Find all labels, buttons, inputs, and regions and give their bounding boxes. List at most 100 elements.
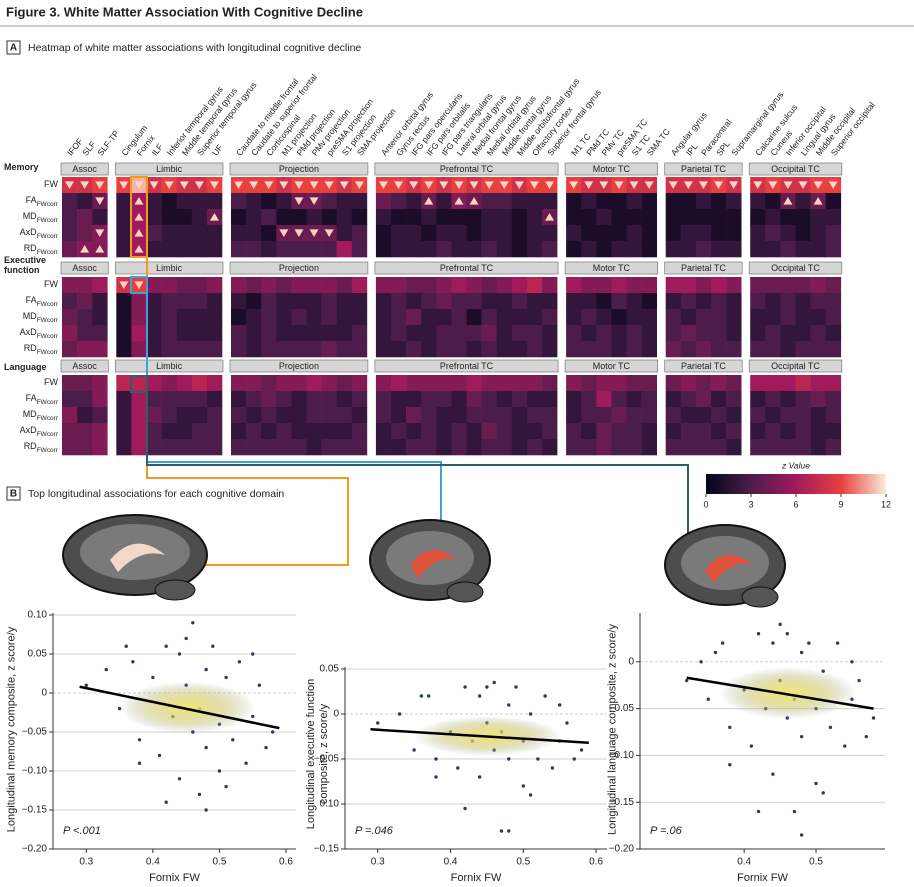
- heat-cell: [231, 193, 247, 210]
- y-tick-label: −0.10: [22, 766, 48, 777]
- heat-cell: [391, 325, 407, 342]
- significance-marker: [134, 212, 144, 221]
- group-header: [60, 162, 109, 176]
- heat-cell: [680, 439, 697, 456]
- heat-cell: [581, 209, 597, 226]
- heat-cell: [596, 325, 612, 342]
- point: [104, 667, 108, 672]
- heat-cell: [466, 423, 482, 440]
- heat-cell: [780, 293, 796, 310]
- heat-cell: [466, 309, 482, 326]
- significance-marker: [119, 181, 129, 190]
- group-label: Limbic: [156, 361, 183, 371]
- heat-cell: [810, 341, 826, 358]
- heat-cell: [146, 193, 162, 210]
- heat-cell: [466, 325, 482, 342]
- heat-cell: [641, 293, 657, 310]
- heat-cell: [665, 293, 682, 310]
- heat-cell: [466, 241, 482, 258]
- point: [477, 694, 482, 698]
- heat-cell: [711, 439, 727, 456]
- heat-cell: [780, 375, 796, 392]
- heat-cell: [276, 309, 292, 326]
- heat-cell: [810, 407, 826, 424]
- heat-cell: [496, 439, 513, 456]
- heat-cell: [711, 293, 727, 310]
- heat-cell: [351, 293, 368, 310]
- significance-marker: [514, 181, 524, 190]
- heat-cell: [92, 439, 108, 456]
- heat-cell: [206, 225, 223, 242]
- heat-cell: [665, 309, 682, 326]
- point: [871, 716, 876, 720]
- heat-cell: [62, 407, 78, 424]
- point: [477, 775, 482, 779]
- colorbar-tick-label: 12: [881, 499, 891, 509]
- heat-cell: [161, 391, 177, 408]
- row-label: AxDFWcorr: [20, 227, 59, 239]
- row-label-main: FW: [44, 377, 58, 387]
- heat-cell: [641, 375, 657, 392]
- heat-cell: [321, 341, 337, 358]
- heat-cell: [131, 391, 147, 408]
- heat-cell: [526, 225, 543, 242]
- heat-cell: [481, 439, 497, 456]
- heat-cell: [695, 241, 712, 258]
- heat-cell: [391, 193, 407, 210]
- y-tick-label: −0.15: [609, 797, 635, 808]
- heat-cell: [542, 293, 558, 310]
- heat-cell: [436, 325, 452, 342]
- heat-cell: [406, 407, 422, 424]
- heat-cell: [92, 325, 108, 342]
- heat-cell: [481, 193, 497, 210]
- heat-cell: [246, 241, 262, 258]
- point: [251, 652, 255, 656]
- point: [177, 777, 182, 781]
- density-glow: [119, 681, 256, 734]
- significance-marker: [309, 197, 319, 206]
- heat-cell: [810, 309, 826, 326]
- group-header: [114, 261, 224, 275]
- heat-cell: [765, 391, 781, 408]
- heat-cell: [191, 325, 208, 342]
- heat-cell: [246, 193, 262, 210]
- heat-cell: [542, 375, 558, 392]
- heat-cell: [596, 375, 612, 392]
- heat-cell: [92, 407, 108, 424]
- heat-cell: [795, 439, 811, 456]
- point: [521, 784, 526, 788]
- heat-cell: [496, 277, 513, 294]
- domain-label: Language: [4, 362, 47, 372]
- heat-cell: [231, 423, 247, 440]
- heat-cell: [206, 309, 223, 326]
- group-label: Parietal TC: [681, 263, 726, 273]
- domain-label: Executive function: [4, 255, 47, 275]
- heat-cell: [191, 439, 208, 456]
- heat-cell: [795, 209, 811, 226]
- row-label-main: AxD: [20, 227, 38, 237]
- heat-cell: [542, 439, 558, 456]
- heat-cell: [321, 325, 337, 342]
- heat-cell: [406, 241, 422, 258]
- significance-marker: [134, 181, 144, 190]
- row-label-sub: FWcorr: [37, 233, 59, 240]
- fit-line: [79, 685, 280, 730]
- heat-cell: [436, 241, 452, 258]
- heat-cell: [306, 423, 322, 440]
- heat-cell: [511, 225, 528, 242]
- heat-cell: [765, 241, 781, 258]
- heat-cell: [466, 341, 482, 358]
- heat-cell: [406, 277, 422, 294]
- heat-cell: [351, 241, 368, 258]
- heat-cell: [665, 325, 682, 342]
- point: [204, 667, 208, 672]
- point: [204, 808, 208, 812]
- heat-cell: [581, 293, 597, 310]
- point: [434, 757, 438, 761]
- heat-cell: [351, 209, 368, 226]
- heat-cell: [711, 193, 727, 210]
- heat-cell: [116, 241, 132, 258]
- heat-cell: [626, 293, 642, 310]
- heat-cell: [810, 423, 826, 440]
